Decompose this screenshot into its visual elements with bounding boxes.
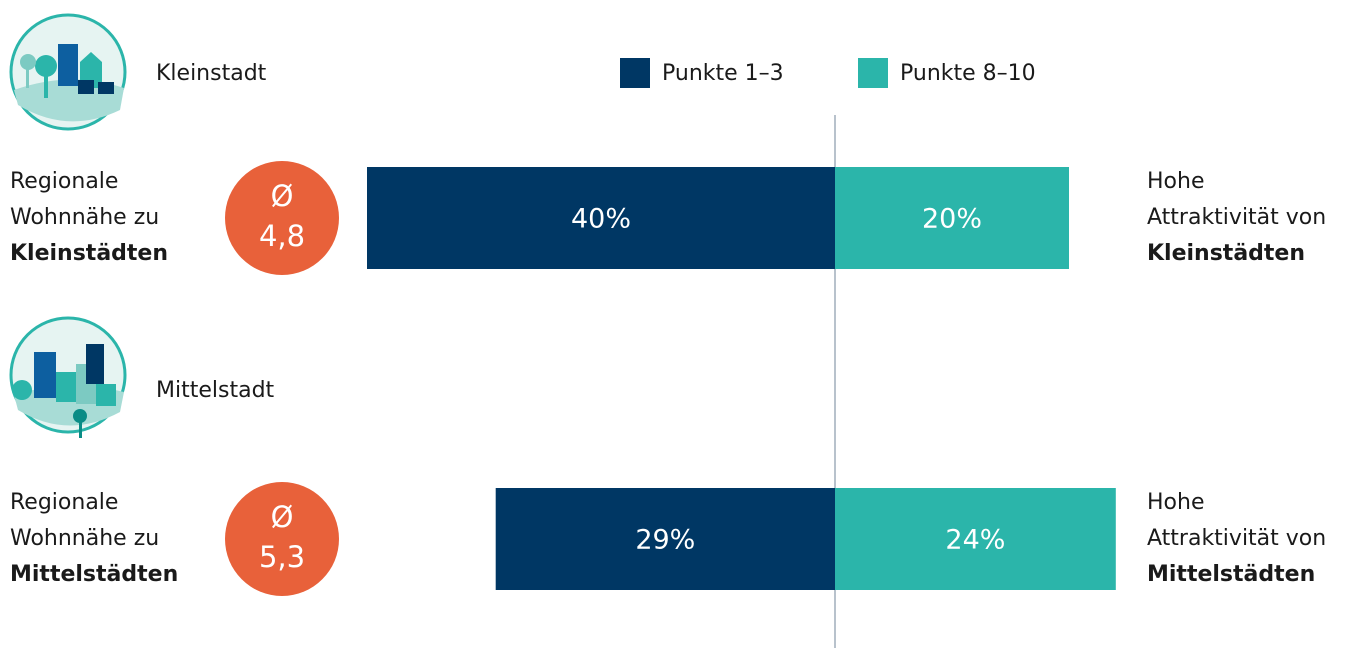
legend-swatch: [858, 58, 888, 88]
icon-mittelstadt: [9, 316, 127, 438]
left-label: Kleinstädten: [10, 241, 168, 266]
average-value: 4,8: [259, 219, 305, 253]
right-label: Hohe: [1147, 490, 1204, 515]
average-badge: [225, 482, 339, 596]
left-label: Regionale: [10, 490, 118, 515]
value-label: 20%: [922, 204, 982, 235]
left-label: Mittelstädten: [10, 562, 178, 587]
average-symbol: Ø: [271, 500, 294, 534]
right-label: Mittelstädten: [1147, 562, 1315, 587]
bar: [835, 167, 1069, 269]
right-label: Attraktivität von: [1147, 205, 1326, 230]
bar: [495, 488, 835, 590]
right-label: Attraktivität von: [1147, 526, 1326, 551]
category-label: Kleinstadt: [156, 61, 267, 86]
average-symbol: Ø: [271, 179, 294, 213]
right-label: Hohe: [1147, 169, 1204, 194]
left-label: Regionale: [10, 169, 118, 194]
value-label: 24%: [945, 525, 1005, 556]
legend-swatch: [620, 58, 650, 88]
legend-label: Punkte 8–10: [900, 61, 1036, 86]
bar: [367, 167, 835, 269]
icon-kleinstadt: [9, 13, 127, 131]
category-label: Mittelstadt: [156, 378, 275, 403]
average-badge: [225, 161, 339, 275]
bar: [835, 488, 1116, 590]
left-label: Wohnnähe zu: [10, 526, 159, 551]
left-label: Wohnnähe zu: [10, 205, 159, 230]
value-label: 29%: [635, 525, 695, 556]
value-label: 40%: [571, 204, 631, 235]
right-label: Kleinstädten: [1147, 241, 1305, 266]
average-value: 5,3: [259, 540, 305, 574]
legend-label: Punkte 1–3: [662, 61, 784, 86]
